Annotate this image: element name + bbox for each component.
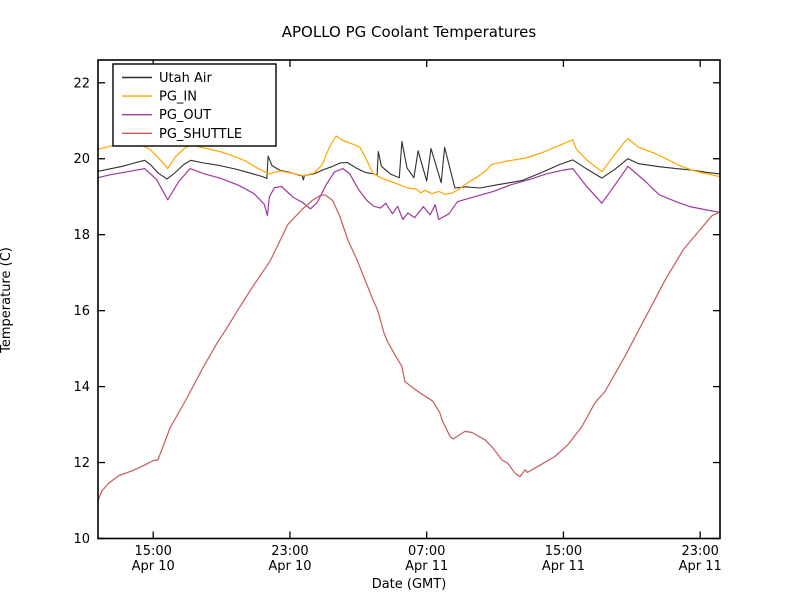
x-tick-label-date: Apr 10 xyxy=(268,559,311,574)
x-tick-label-date: Apr 10 xyxy=(132,559,175,574)
legend-label: PG_SHUTTLE xyxy=(159,127,242,142)
x-tick-label-date: Apr 11 xyxy=(679,559,722,574)
legend-label: Utah Air xyxy=(159,71,212,86)
series-pg-in-line xyxy=(97,135,721,195)
y-tick-label: 16 xyxy=(73,304,90,319)
x-axis-label: Date (GMT) xyxy=(371,577,447,592)
x-tick-label-time: 23:00 xyxy=(681,544,718,559)
y-tick-label: 20 xyxy=(73,152,90,167)
x-tick-label-time: 23:00 xyxy=(271,544,308,559)
y-tick-label: 12 xyxy=(73,456,90,471)
legend-label: PG_IN xyxy=(159,90,197,105)
x-tick-label-time: 15:00 xyxy=(134,544,171,559)
y-tick-label: 10 xyxy=(73,532,90,547)
x-tick-label-time: 15:00 xyxy=(545,544,582,559)
x-tick-label-date: Apr 11 xyxy=(542,559,585,574)
legend-label: PG_OUT xyxy=(159,108,211,123)
chart-title: APOLLO PG Coolant Temperatures xyxy=(281,23,537,41)
series-pg-shuttle-line xyxy=(97,194,721,501)
x-tick-label-date: Apr 11 xyxy=(405,559,448,574)
y-axis-label: Temperature (C) xyxy=(0,247,14,353)
x-tick-label-time: 07:00 xyxy=(408,544,445,559)
plot-frame xyxy=(97,59,721,540)
y-tick-label: 18 xyxy=(73,228,90,243)
y-tick-label: 22 xyxy=(73,76,90,91)
series-pg-out-line xyxy=(97,165,721,221)
series-utah-air-line xyxy=(97,141,721,189)
y-tick-label: 14 xyxy=(73,380,90,395)
